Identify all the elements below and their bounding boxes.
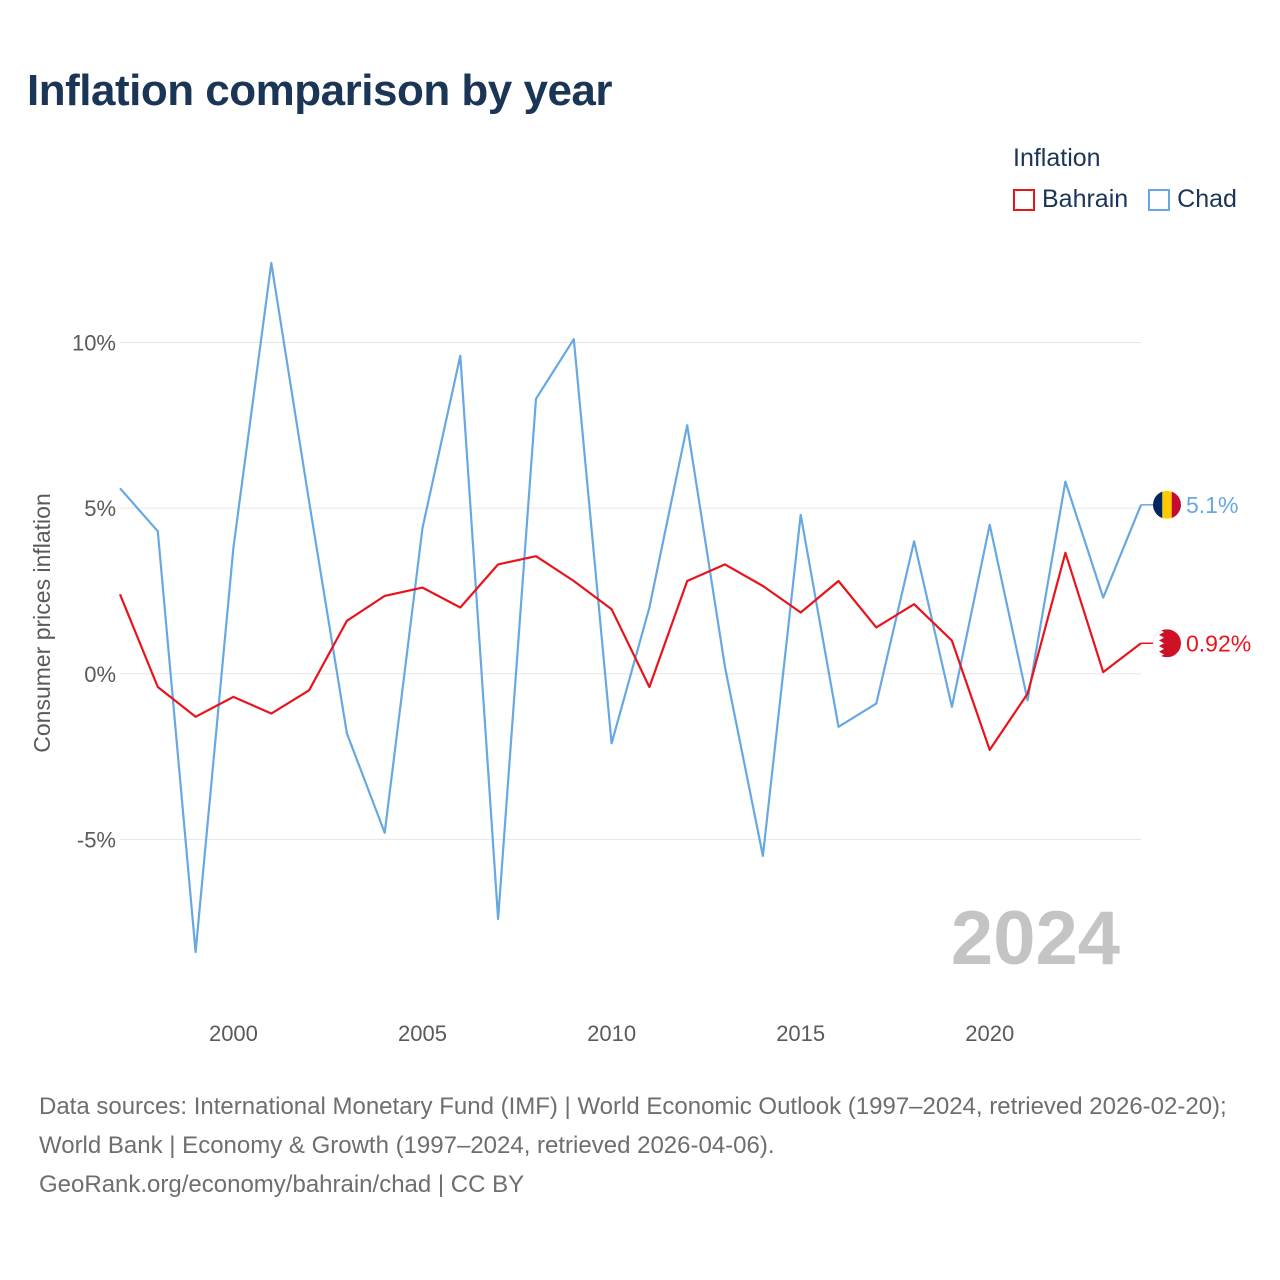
y-tick-label: -5% [77,827,116,852]
flag-icon-chad [1153,490,1181,519]
x-tick-label: 2005 [398,1021,447,1046]
x-axis-ticks: 2000 2005 2010 2015 2020 [209,1021,1014,1046]
flag-icon-bahrain [1153,629,1181,658]
legend-title: Inflation [1013,144,1101,172]
x-tick-label: 2020 [965,1021,1014,1046]
series-line-bahrain[interactable] [118,551,1142,752]
legend-swatch-bahrain [1013,188,1035,211]
legend-item-bahrain[interactable]: Bahrain [1013,185,1128,214]
legend-label-chad: Chad [1177,185,1237,213]
x-tick-label: 2010 [587,1021,636,1046]
legend: Bahrain Chad [1013,185,1237,214]
year-watermark: 2024 [950,896,1120,981]
y-tick-label: 0% [84,662,116,687]
y-tick-label: 5% [84,496,116,521]
x-tick-label: 2015 [776,1021,825,1046]
y-axis-ticks: -5% 0% 5% 10% [72,331,116,853]
legend-swatch-chad [1148,188,1171,211]
legend-item-chad[interactable]: Chad [1148,185,1237,214]
y-axis-label: Consumer prices inflation [29,493,55,753]
chart-title: Inflation comparison by year [27,66,613,115]
end-markers: 0.92% 5.1% [1141,490,1251,658]
y-tick-label: 10% [72,331,116,356]
series-lines [118,261,1143,954]
x-tick-label: 2000 [209,1021,258,1046]
data-sources-text: Data sources: International Monetary Fun… [39,1093,1227,1159]
attribution-text: GeoRank.org/economy/bahrain/chad | CC BY [39,1171,525,1198]
series-line-chad[interactable] [119,261,1143,954]
end-value-label-chad: 5.1% [1186,492,1238,518]
end-value-label-bahrain: 0.92% [1186,630,1251,656]
footer: Data sources: International Monetary Fun… [39,1087,1249,1204]
legend-label-bahrain: Bahrain [1042,185,1129,213]
gridlines [120,342,1141,840]
